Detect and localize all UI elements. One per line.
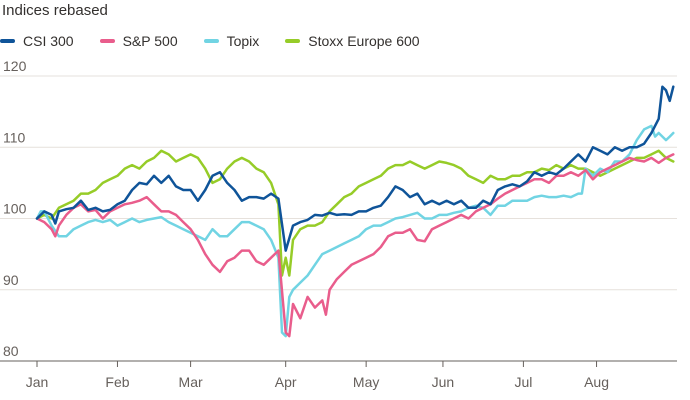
y-tick-label: 100: [3, 201, 27, 217]
x-tick-label: Apr: [275, 374, 297, 390]
x-tick-label: Feb: [105, 374, 129, 390]
y-axis-tick-labels: 80 90 100 110 120: [3, 58, 27, 359]
y-tick-label: 80: [3, 343, 19, 359]
y-tick-label: 120: [3, 58, 27, 74]
legend-item-sandp-500: S&P 500: [99, 33, 178, 49]
y-tick-label: 110: [3, 129, 26, 145]
series-line-csi-300: [35, 85, 675, 252]
legend-swatch: [99, 39, 115, 43]
legend-label: Topix: [226, 33, 260, 49]
legend: CSI 300 S&P 500 Topix Stoxx Europe 600: [0, 33, 446, 49]
legend-label: CSI 300: [23, 33, 74, 49]
gridlines: [0, 75, 677, 362]
x-tick-label: Jul: [514, 374, 532, 390]
legend-swatch: [203, 39, 219, 43]
x-tick-label: Mar: [179, 374, 203, 390]
legend-item-csi-300: CSI 300: [0, 33, 74, 49]
x-tick-label: Jan: [26, 374, 49, 390]
legend-item-topix: Topix: [203, 33, 260, 49]
series-line-sandp-500: [35, 153, 675, 338]
x-tick-label: Aug: [584, 374, 609, 390]
legend-item-stoxx-europe-600: Stoxx Europe 600: [285, 33, 420, 49]
series-lines: [35, 85, 675, 338]
series-line-topix: [35, 124, 675, 338]
legend-swatch: [0, 39, 15, 43]
chart-title: Indices rebased: [2, 2, 108, 19]
x-axis: Jan Feb Mar Apr May Jun Jul Aug: [26, 361, 609, 390]
y-tick-label: 90: [3, 272, 19, 288]
x-tick-label: May: [353, 374, 379, 390]
legend-label: Stoxx Europe 600: [308, 33, 420, 49]
legend-label: S&P 500: [122, 33, 178, 49]
legend-swatch: [285, 39, 301, 43]
x-tick-label: Jun: [432, 374, 455, 390]
